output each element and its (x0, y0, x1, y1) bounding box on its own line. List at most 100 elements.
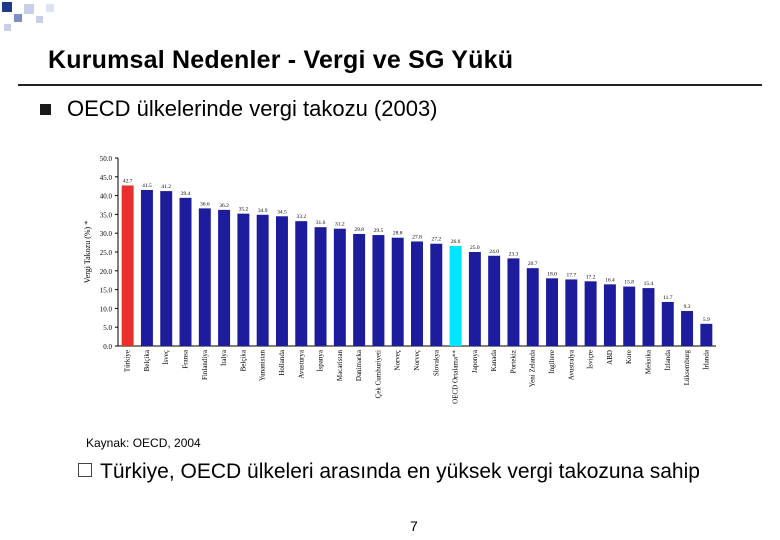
bar-value-label: 34.9 (258, 208, 268, 214)
page-number: 7 (410, 518, 418, 534)
bar (700, 323, 713, 346)
bar (681, 311, 694, 346)
bar (353, 233, 366, 346)
category-label: İngiltere (548, 350, 556, 374)
bar (603, 284, 616, 346)
bar-value-label: 9.3 (684, 304, 691, 310)
bullet-oecd: OECD ülkelerinde vergi takozu (2003) (40, 96, 438, 122)
bar-value-label: 36.6 (200, 201, 210, 207)
bar (160, 191, 173, 346)
y-tick-label: 35.0 (100, 211, 113, 219)
bar-value-label: 31.2 (335, 222, 345, 228)
y-tick-label: 30.0 (100, 230, 113, 238)
title-divider (18, 84, 762, 86)
category-label: İsveç (162, 350, 170, 365)
bar (411, 241, 423, 346)
bar (623, 286, 636, 346)
bar (488, 255, 501, 346)
slide-title: Kurumsal Nedenler - Vergi ve SG Yükü (48, 46, 514, 74)
bar (333, 228, 346, 346)
y-tick-label: 40.0 (100, 193, 113, 201)
bar-value-label: 25.0 (470, 245, 480, 251)
category-label: Yeni Zelanda (529, 349, 537, 387)
bar (256, 214, 269, 346)
bar (546, 278, 559, 346)
category-label: Danimarka (355, 349, 363, 381)
bullet-oecd-text: OECD ülkelerinde vergi takozu (2003) (67, 96, 438, 121)
bar (391, 237, 404, 346)
bar-value-label: 5.9 (703, 317, 710, 323)
bar (565, 279, 578, 346)
category-label: İrlanda (702, 349, 710, 370)
category-label: Fransa (182, 349, 190, 369)
square-bullet-icon (40, 103, 51, 115)
bar (468, 252, 481, 346)
category-label: Çek Cumhuriyeti (374, 350, 382, 398)
bar (430, 243, 443, 346)
category-label: Slovakya (432, 349, 440, 376)
category-label: İsviçre (587, 350, 595, 369)
bar-value-label: 11.7 (663, 295, 673, 301)
category-label: Avustralya (567, 349, 575, 380)
bar-value-label: 23.3 (509, 251, 519, 257)
bar (140, 189, 153, 346)
y-tick-label: 10.0 (100, 305, 113, 313)
decorative-squares (2, 2, 54, 31)
category-label: Norveç (394, 350, 402, 371)
bar-value-label: 15.4 (644, 281, 654, 287)
category-label: İspanya (317, 349, 325, 372)
bar (584, 281, 597, 346)
bar (198, 208, 211, 346)
bar-value-label: 39.4 (181, 191, 191, 197)
y-tick-label: 15.0 (100, 287, 113, 295)
y-tick-label: 5.0 (103, 324, 112, 332)
bar-value-label: 28.8 (393, 231, 403, 237)
bar-value-label: 18.0 (547, 271, 557, 277)
category-label: Macaristan (336, 350, 344, 382)
bar (275, 216, 288, 346)
bar (218, 209, 231, 346)
bar-value-label: 15.8 (624, 280, 634, 286)
bar (449, 245, 462, 346)
checkbox-bullet-icon (78, 463, 92, 477)
bar-value-label: 17.2 (586, 274, 596, 280)
bar-value-label: 24.0 (489, 249, 499, 255)
category-label: Avusturya (297, 349, 305, 379)
category-label: Türkiye (124, 350, 132, 372)
category-label: Finlandiya (201, 349, 209, 380)
y-tick-label: 45.0 (100, 174, 113, 182)
bar-value-label: 41.2 (161, 184, 171, 190)
bar-value-label: 41.5 (142, 183, 152, 189)
bar-value-label: 31.6 (316, 220, 326, 226)
bar-value-label: 42.7 (123, 178, 133, 184)
y-axis-title: Vergi Takozu (%) * (83, 221, 92, 283)
bar (121, 185, 134, 346)
bar (237, 213, 250, 346)
bar-value-label: 26.6 (451, 239, 461, 245)
bar-value-label: 27.2 (431, 237, 441, 243)
category-label: OECD Ortalama** (452, 350, 460, 404)
category-label: İtalya (220, 349, 228, 366)
category-label: Hollanda (278, 349, 286, 376)
bar (507, 258, 520, 346)
bar (642, 288, 655, 346)
source-note: Kaynak: OECD, 2004 (86, 436, 201, 450)
bar-value-label: 34.5 (277, 209, 287, 215)
tax-wedge-bar-chart: 0.0 5.0 10.0 15.0 20.0 25.0 30.0 35.0 40.0 45.0 50… (83, 155, 716, 404)
bar (179, 197, 192, 346)
category-label: Belçika (239, 349, 247, 371)
category-label: Yunanistan (259, 350, 267, 382)
bar-value-label: 29.8 (354, 227, 364, 233)
bar-value-label: 20.7 (528, 261, 538, 267)
y-tick-label: 0.0 (103, 343, 112, 351)
category-label: İzlanda (664, 349, 672, 370)
y-tick-label: 50.0 (100, 155, 113, 163)
bar (295, 221, 308, 346)
category-label: Kanada (490, 349, 498, 371)
bar-value-label: 17.7 (567, 272, 577, 278)
category-label: Portekiz (509, 350, 517, 373)
bar (526, 268, 539, 346)
category-label: Meksika (644, 349, 652, 374)
bar (372, 235, 385, 346)
bar-value-label: 16.4 (605, 277, 615, 283)
